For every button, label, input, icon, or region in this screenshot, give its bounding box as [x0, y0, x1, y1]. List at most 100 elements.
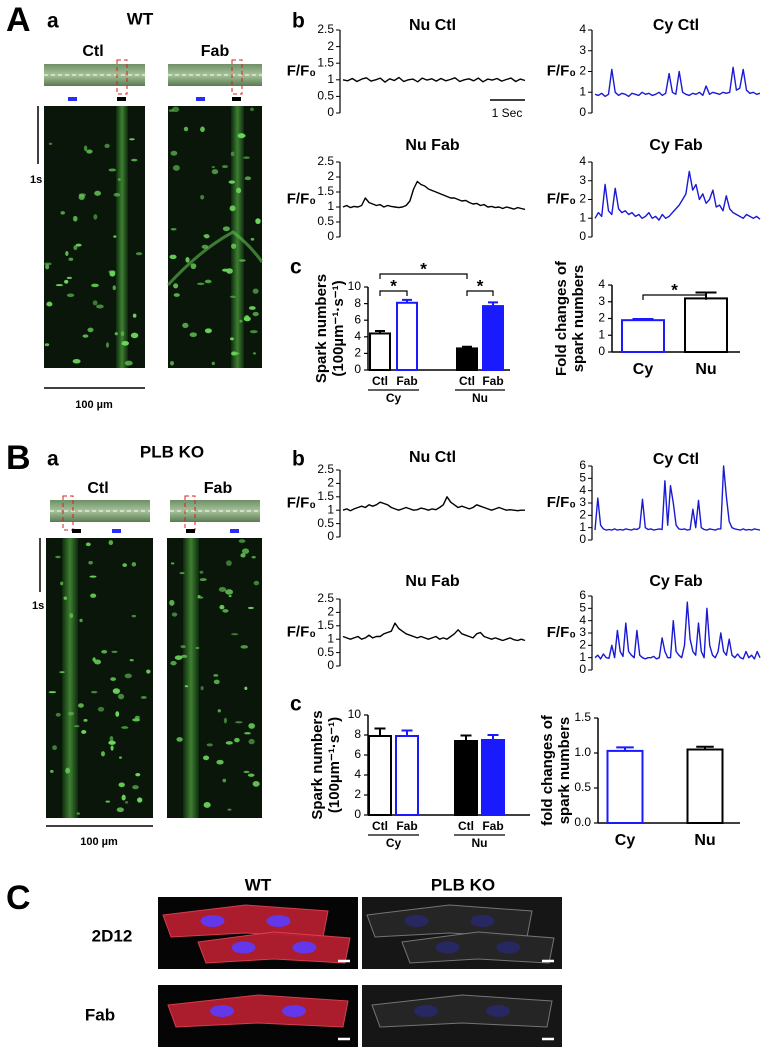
- y-axis-label: F/F₀: [547, 494, 576, 511]
- spark: [105, 800, 111, 803]
- y-tick-label: 4: [354, 329, 361, 343]
- x-tick-label: Ctl: [372, 374, 388, 388]
- bar: [606, 749, 644, 825]
- spark: [172, 106, 180, 113]
- spark: [92, 300, 98, 306]
- y-tick-label: 5: [579, 601, 586, 615]
- y-tick-label: 0.5: [317, 214, 334, 228]
- spark: [203, 802, 211, 808]
- line-scan-image: [168, 106, 262, 368]
- spark: [110, 677, 117, 681]
- y-tick-label: 3: [598, 294, 605, 308]
- y-tick-label: 0: [354, 807, 361, 821]
- spark: [255, 218, 261, 225]
- spark: [93, 214, 98, 220]
- nucleus: [486, 1005, 510, 1017]
- spark: [59, 671, 65, 674]
- spark: [250, 237, 255, 241]
- region-marker: [72, 529, 81, 533]
- y-tick-label: 0: [327, 229, 334, 243]
- spark: [219, 604, 225, 610]
- subpanel-letter: a: [47, 10, 59, 33]
- y-axis-label: F/F₀: [287, 623, 316, 640]
- nucleus: [210, 1005, 234, 1017]
- y-tick-label: 2.5: [317, 22, 334, 36]
- spark: [122, 563, 127, 567]
- spark: [228, 594, 232, 598]
- y-tick-label: 1.5: [317, 55, 334, 69]
- spark: [83, 145, 88, 152]
- spark: [217, 709, 221, 713]
- y-axis-label: (100µm⁻¹·s⁻¹): [330, 280, 347, 376]
- spark: [183, 126, 189, 132]
- column-label: WT: [245, 875, 272, 894]
- spark: [116, 807, 124, 813]
- spark: [235, 721, 243, 724]
- y-tick-label: 2: [579, 192, 586, 206]
- spark: [44, 262, 52, 266]
- spark: [185, 257, 190, 263]
- spark: [60, 581, 64, 586]
- spark: [225, 741, 233, 745]
- spark: [253, 580, 260, 586]
- spark: [112, 688, 121, 694]
- spark: [72, 359, 81, 364]
- bar: [456, 347, 478, 372]
- y-tick-label: 1.5: [317, 184, 334, 198]
- panel-letter: B: [6, 439, 31, 477]
- spark: [108, 540, 114, 546]
- spark: [81, 730, 87, 734]
- y-tick-label: 2: [579, 638, 586, 652]
- y-tick-label: 1.5: [574, 710, 591, 724]
- spark: [218, 587, 227, 592]
- spark: [189, 332, 197, 338]
- x-tick-label: Ctl: [459, 374, 475, 388]
- line-scan-image: [44, 106, 145, 368]
- significance-label: *: [390, 276, 397, 295]
- y-axis-label: fold changes of: [539, 714, 556, 826]
- spark: [105, 342, 110, 348]
- spark: [65, 250, 69, 257]
- group-label: Nu: [472, 391, 488, 405]
- spark: [65, 767, 70, 774]
- y-tick-label: 4: [598, 277, 605, 291]
- spark: [248, 738, 255, 745]
- nucleus: [292, 941, 317, 954]
- spark: [184, 685, 189, 688]
- y-tick-label: 3: [579, 43, 586, 57]
- spark: [252, 781, 260, 787]
- x-tick-label: Nu: [695, 361, 716, 378]
- y-tick-label: 6: [354, 747, 361, 761]
- spark: [63, 596, 68, 600]
- error-bar: [462, 345, 472, 349]
- y-tick-label: 8: [354, 727, 361, 741]
- spark: [203, 234, 207, 237]
- spark: [87, 327, 94, 333]
- spark: [113, 235, 117, 238]
- subpanel-letter: b: [292, 10, 305, 33]
- y-tick-label: 8: [354, 296, 361, 310]
- error-bar: [616, 746, 634, 751]
- bar: [369, 332, 391, 372]
- spark: [114, 332, 118, 336]
- spark: [170, 150, 178, 156]
- y-axis-label: Spark numbers: [309, 710, 326, 819]
- trace-title: Nu Fab: [405, 573, 459, 590]
- spark: [82, 334, 89, 338]
- spark: [222, 226, 230, 232]
- spark: [94, 190, 101, 196]
- spark: [248, 306, 256, 310]
- spark: [73, 215, 78, 222]
- error-bar: [487, 734, 499, 740]
- spark: [91, 283, 99, 288]
- trace-line: [594, 465, 761, 531]
- spark: [91, 690, 98, 694]
- y-tick-label: 2: [327, 39, 334, 53]
- spark: [120, 331, 125, 337]
- y-tick-label: 2: [354, 346, 361, 360]
- cell: [401, 931, 555, 964]
- cell: [197, 931, 351, 964]
- y-tick-label: 4: [579, 22, 586, 36]
- x-tick-label: Cy: [633, 361, 654, 378]
